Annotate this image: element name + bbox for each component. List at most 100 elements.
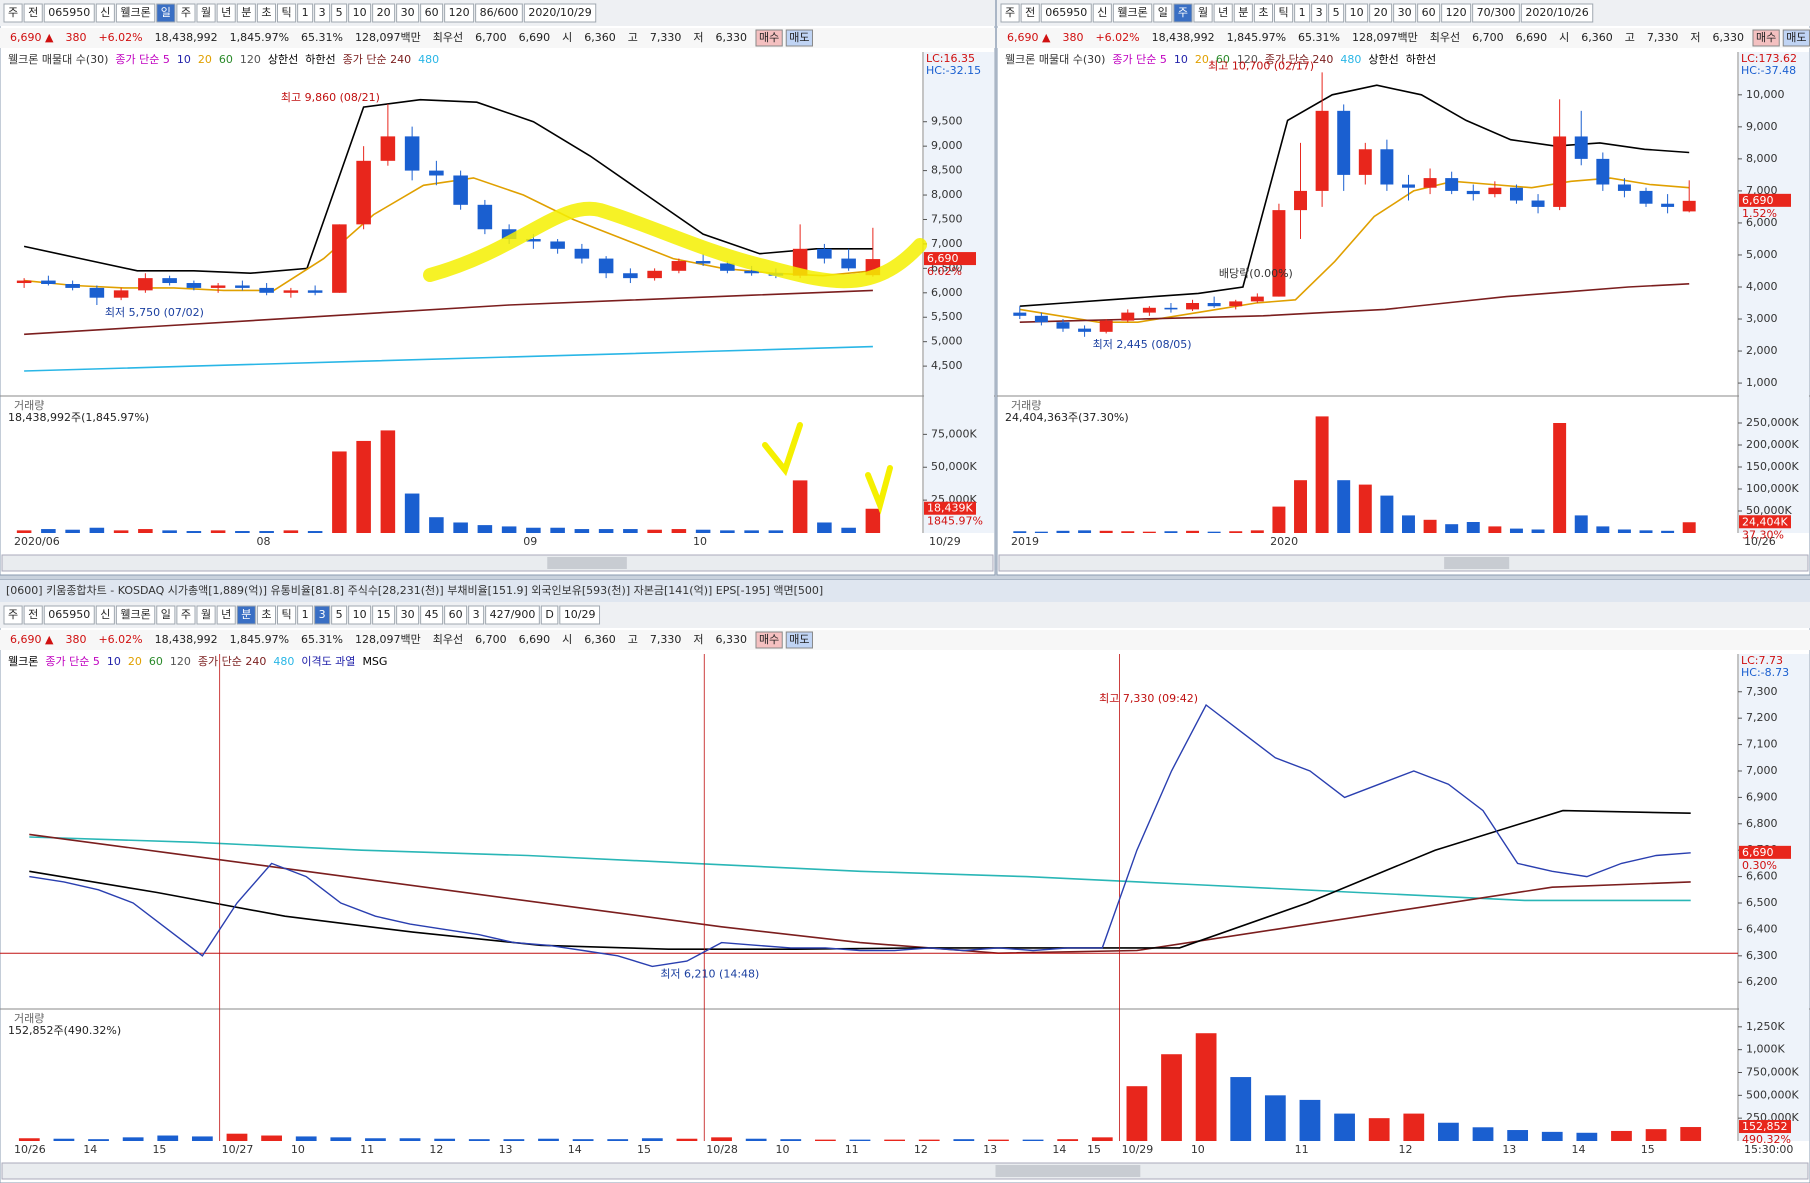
toolbar-button[interactable]: [1369, 3, 1393, 23]
toolbar-label[interactable]: 틱: [1279, 6, 1289, 19]
toolbar-label[interactable]: 5: [336, 6, 343, 19]
toolbar-button[interactable]: [1040, 3, 1092, 23]
toolbar-button[interactable]: [314, 3, 331, 23]
toolbar-label[interactable]: 신: [100, 6, 110, 19]
toolbar-button[interactable]: [196, 3, 216, 23]
toolbar-label[interactable]: 년: [221, 608, 231, 621]
toolbar-button[interactable]: [396, 605, 420, 625]
toolbar-label[interactable]: 5: [336, 608, 343, 621]
toolbar-button[interactable]: [1173, 3, 1193, 23]
toolbar-label[interactable]: 주: [1005, 6, 1015, 19]
toolbar-label[interactable]: 3: [319, 6, 326, 19]
toolbar-button[interactable]: [277, 605, 297, 625]
toolbar-label[interactable]: 10: [353, 6, 367, 19]
toolbar-label[interactable]: 분: [1238, 6, 1248, 19]
toolbar-button[interactable]: [1328, 3, 1345, 23]
toolbar-label[interactable]: 70/300: [1477, 6, 1516, 19]
toolbar-label[interactable]: 전: [1025, 6, 1035, 19]
toolbar-button[interactable]: [156, 605, 176, 625]
toolbar-label[interactable]: 분: [241, 608, 251, 621]
toolbar-label[interactable]: 20: [1374, 6, 1388, 19]
toolbar-button[interactable]: [420, 3, 444, 23]
toolbar-button[interactable]: [1153, 3, 1173, 23]
toolbar-button[interactable]: [1393, 3, 1417, 23]
toolbar-label[interactable]: 전: [28, 608, 38, 621]
toolbar-label[interactable]: 1: [1299, 6, 1306, 19]
toolbar-button[interactable]: [256, 605, 276, 625]
toolbar-button[interactable]: [1311, 3, 1328, 23]
toolbar-label[interactable]: 60: [449, 608, 463, 621]
toolbar-button[interactable]: [331, 3, 348, 23]
order-button-label[interactable]: 매수: [759, 633, 779, 646]
toolbar-button[interactable]: [3, 3, 23, 23]
toolbar-button[interactable]: [115, 3, 156, 23]
toolbar-label[interactable]: 웰크론: [1117, 6, 1147, 19]
toolbar-label[interactable]: 427/900: [490, 608, 536, 621]
toolbar-button[interactable]: [444, 3, 475, 23]
toolbar-button[interactable]: [1092, 3, 1112, 23]
toolbar-button[interactable]: [216, 605, 236, 625]
toolbar-label[interactable]: 120: [1446, 6, 1467, 19]
toolbar-button[interactable]: [216, 3, 236, 23]
toolbar-button[interactable]: [1000, 3, 1020, 23]
toolbar-button[interactable]: [1020, 3, 1040, 23]
toolbar-button[interactable]: [1294, 3, 1311, 23]
toolbar-button[interactable]: [43, 605, 95, 625]
toolbar-label[interactable]: 15: [377, 608, 391, 621]
toolbar-button[interactable]: [3, 605, 23, 625]
toolbar-button[interactable]: [1274, 3, 1294, 23]
toolbar-button[interactable]: [43, 3, 95, 23]
toolbar-label[interactable]: 3: [1316, 6, 1323, 19]
toolbar-label[interactable]: 년: [221, 6, 231, 19]
toolbar-button[interactable]: [485, 605, 540, 625]
order-button[interactable]: [785, 29, 813, 47]
toolbar-label[interactable]: 60: [425, 6, 439, 19]
toolbar-button[interactable]: [348, 3, 372, 23]
order-button[interactable]: [755, 631, 783, 649]
toolbar-label[interactable]: 60: [1422, 6, 1436, 19]
toolbar-button[interactable]: [95, 3, 115, 23]
toolbar-button[interactable]: [1213, 3, 1233, 23]
order-button-label[interactable]: 매도: [1786, 31, 1806, 44]
toolbar-label[interactable]: 30: [1398, 6, 1412, 19]
order-button-label[interactable]: 매수: [1756, 31, 1776, 44]
toolbar-label[interactable]: 전: [28, 6, 38, 19]
toolbar-button[interactable]: [256, 3, 276, 23]
toolbar-label[interactable]: 10: [1350, 6, 1364, 19]
toolbar-label[interactable]: 일: [1158, 5, 1168, 19]
toolbar-button[interactable]: [559, 605, 601, 625]
toolbar-button[interactable]: [196, 605, 216, 625]
scroll-thumb[interactable]: [547, 557, 627, 569]
order-button-label[interactable]: 매수: [759, 31, 779, 44]
toolbar-button[interactable]: [115, 605, 156, 625]
toolbar-button[interactable]: [523, 3, 597, 23]
toolbar-label[interactable]: 일: [161, 607, 171, 621]
toolbar-label[interactable]: 신: [1097, 6, 1107, 19]
toolbar-label[interactable]: 주: [8, 608, 18, 621]
toolbar-label[interactable]: 065950: [48, 608, 90, 621]
toolbar-button[interactable]: [420, 605, 444, 625]
order-button[interactable]: [785, 631, 813, 649]
scrollbar[interactable]: [998, 554, 1809, 572]
toolbar-label[interactable]: 주: [181, 6, 191, 19]
toolbar-button[interactable]: [372, 3, 396, 23]
order-button[interactable]: [755, 29, 783, 47]
toolbar-label[interactable]: 2020/10/29: [528, 6, 591, 19]
toolbar-button[interactable]: [1233, 3, 1253, 23]
toolbar-label[interactable]: 10/29: [564, 608, 596, 621]
toolbar-label[interactable]: 초: [261, 6, 271, 19]
toolbar-label[interactable]: 분: [241, 6, 251, 19]
toolbar-label[interactable]: 일: [161, 5, 171, 19]
scrollbar[interactable]: [1, 1162, 1809, 1180]
toolbar-button[interactable]: [1193, 3, 1213, 23]
toolbar-button[interactable]: [475, 3, 523, 23]
toolbar-button[interactable]: [176, 605, 196, 625]
toolbar-label[interactable]: 년: [1218, 6, 1228, 19]
toolbar-label[interactable]: 1: [302, 608, 309, 621]
toolbar-label[interactable]: 5: [1333, 6, 1340, 19]
toolbar-button[interactable]: [396, 3, 420, 23]
order-button[interactable]: [1782, 29, 1810, 47]
toolbar-label[interactable]: 초: [1258, 6, 1268, 19]
toolbar-label[interactable]: 3: [473, 608, 480, 621]
toolbar-label[interactable]: 30: [401, 608, 415, 621]
